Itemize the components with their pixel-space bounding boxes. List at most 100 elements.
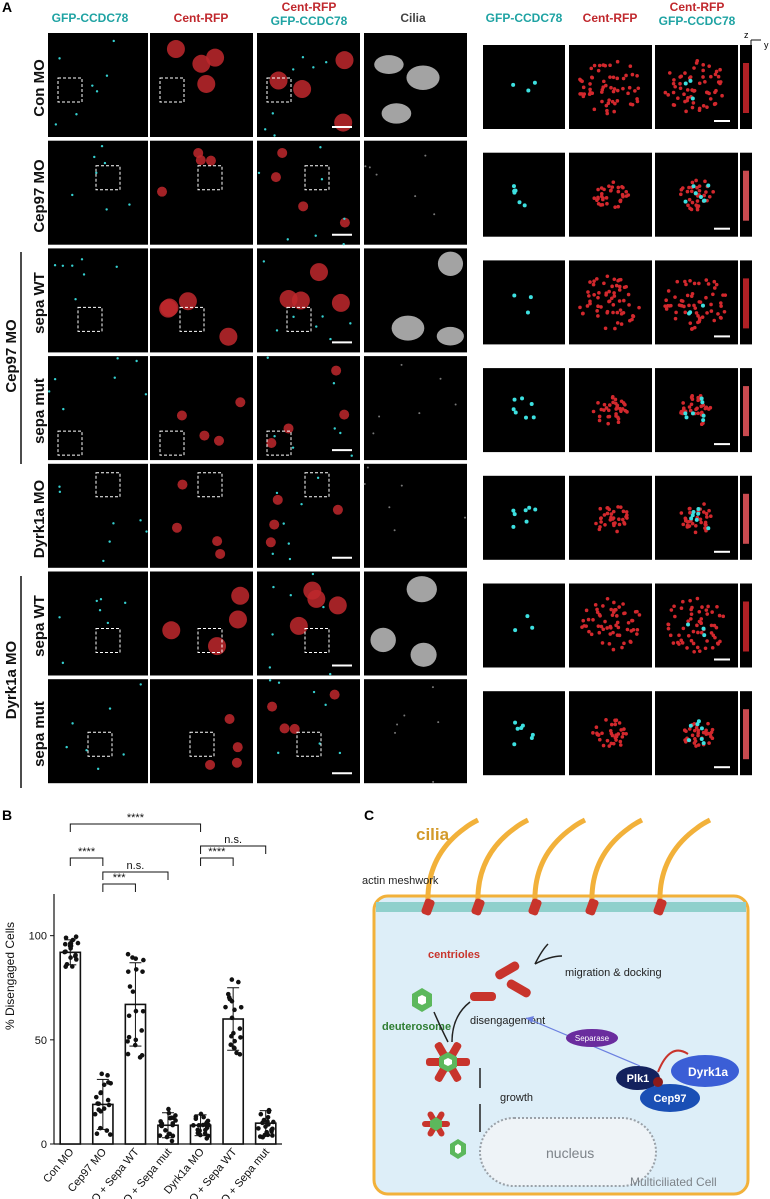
y-tick-label: 50 bbox=[35, 1035, 47, 1047]
zoom-centriole bbox=[685, 189, 690, 194]
zoom-centriole bbox=[687, 303, 691, 308]
zoom-centriole bbox=[688, 321, 693, 325]
zoom-centriole bbox=[671, 81, 676, 86]
zoom-centriole bbox=[617, 299, 622, 303]
zoom-centriole bbox=[616, 505, 620, 509]
zoom-centriole bbox=[703, 526, 707, 530]
zoom-cep97-sepa-mut-col1 bbox=[483, 368, 565, 453]
data-point bbox=[191, 1123, 196, 1128]
ccdc78-speck bbox=[277, 681, 281, 684]
zoom-centriole bbox=[618, 198, 623, 203]
zoom-centriole bbox=[712, 318, 717, 323]
zoom-centriole bbox=[624, 73, 628, 78]
centriole-cluster bbox=[178, 292, 197, 311]
data-point bbox=[200, 1122, 206, 1128]
data-point bbox=[105, 1073, 110, 1078]
zoom-centriole bbox=[615, 614, 619, 618]
data-point bbox=[229, 1033, 234, 1039]
dyrk1a-label: Dyrk1a bbox=[688, 1065, 728, 1079]
data-point bbox=[166, 1110, 172, 1116]
ccdc78-speck bbox=[292, 68, 295, 71]
ccdc78-speck bbox=[71, 193, 74, 197]
zoom-ccdc78 bbox=[688, 78, 693, 83]
zoom-centriole bbox=[606, 408, 611, 413]
side-projection-signal bbox=[743, 170, 749, 221]
data-point bbox=[266, 1109, 272, 1115]
zoom-centriole bbox=[609, 607, 613, 612]
axis-indicator-icon bbox=[750, 39, 761, 52]
zoom-centriole bbox=[690, 394, 695, 398]
zoom-ccdc78 bbox=[530, 732, 535, 737]
zoom-centriole bbox=[613, 397, 618, 402]
zoom-centriole bbox=[616, 204, 621, 209]
zoom-centriole bbox=[673, 295, 677, 299]
zoom-centriole bbox=[591, 282, 596, 287]
cilia-cluster bbox=[381, 103, 412, 124]
zoom-centriole bbox=[704, 190, 708, 194]
cilia-speck bbox=[372, 432, 375, 435]
centriole-cluster bbox=[213, 435, 224, 446]
zoom-ccdc78 bbox=[686, 738, 691, 743]
ccdc78-speck bbox=[139, 519, 142, 522]
zoom-centriole bbox=[704, 728, 708, 733]
micrograph-cep97-mo-col4 bbox=[364, 140, 467, 245]
zoom-ccdc78 bbox=[691, 509, 696, 514]
micrograph-cep97-sepa-wt-col1 bbox=[48, 248, 148, 353]
basal-body-2 bbox=[471, 898, 485, 916]
zoom-centriole bbox=[704, 405, 709, 410]
zoom-centriole bbox=[705, 311, 709, 315]
centriole-cluster bbox=[177, 479, 188, 490]
zoom-region-box bbox=[57, 430, 83, 456]
ccdc78-speck bbox=[58, 490, 62, 494]
zoom-centriole bbox=[684, 739, 688, 744]
data-point bbox=[232, 1007, 237, 1013]
zoom-centriole bbox=[691, 641, 696, 646]
zoom-centriole bbox=[699, 630, 704, 635]
ccdc78-speck bbox=[343, 217, 346, 221]
cilium-1 bbox=[425, 817, 480, 905]
data-point bbox=[206, 1122, 211, 1128]
zoom-centriole bbox=[674, 310, 678, 315]
zoom-centriole bbox=[596, 201, 601, 206]
centriole-cluster bbox=[231, 586, 250, 605]
inhibition-arrowhead bbox=[526, 1016, 534, 1023]
ccdc78-speck bbox=[264, 128, 267, 131]
arrow-deuterosome bbox=[433, 1011, 449, 1043]
zoom-ccdc78 bbox=[683, 199, 688, 204]
zoom-centriole bbox=[689, 607, 693, 612]
zoom-centriole bbox=[603, 326, 608, 331]
centrioles-label: centrioles bbox=[428, 949, 480, 961]
ccdc78-speck bbox=[54, 123, 58, 126]
zoom-ccdc78 bbox=[515, 726, 520, 731]
micrograph-cep97-mo-col1 bbox=[48, 140, 148, 245]
zoom-centriole bbox=[671, 641, 676, 645]
zoom-ccdc78 bbox=[520, 723, 525, 728]
group-label-dyrk1a-mo: Dyrk1a MO bbox=[3, 640, 20, 719]
ccdc78-speck bbox=[277, 751, 280, 755]
zoom-region-box bbox=[197, 628, 223, 653]
zoom-centriole bbox=[692, 281, 697, 286]
panel-b: B % Disengaged Cells 0 50 100 Con MO Cep97 M… bbox=[0, 806, 330, 1199]
zoom-centriole bbox=[714, 69, 719, 74]
zoom-centriole bbox=[619, 399, 624, 404]
zoom-centriole bbox=[687, 197, 692, 202]
data-point bbox=[133, 956, 139, 961]
ccdc78-speck bbox=[322, 605, 325, 609]
zoom-centriole bbox=[695, 406, 699, 411]
data-point bbox=[163, 1128, 168, 1133]
ccdc78-speck bbox=[257, 171, 261, 175]
zoom-centriole bbox=[624, 510, 629, 514]
cilia-speck bbox=[394, 731, 397, 734]
zoom-ccdc78 bbox=[696, 506, 701, 511]
header-gfp-ccdc78: GFP-CCDC78 bbox=[52, 11, 129, 25]
zoom-centriole bbox=[609, 296, 614, 301]
zoom-centriole bbox=[684, 109, 688, 114]
zoom-centriole bbox=[691, 629, 696, 634]
zoom-ccdc78 bbox=[683, 411, 688, 416]
zoom-centriole bbox=[697, 106, 702, 111]
side-projection-signal bbox=[743, 493, 749, 544]
data-point bbox=[141, 957, 146, 963]
zoom-centriole bbox=[613, 326, 617, 331]
data-point bbox=[229, 1015, 235, 1021]
zoom-region-box bbox=[304, 472, 330, 498]
